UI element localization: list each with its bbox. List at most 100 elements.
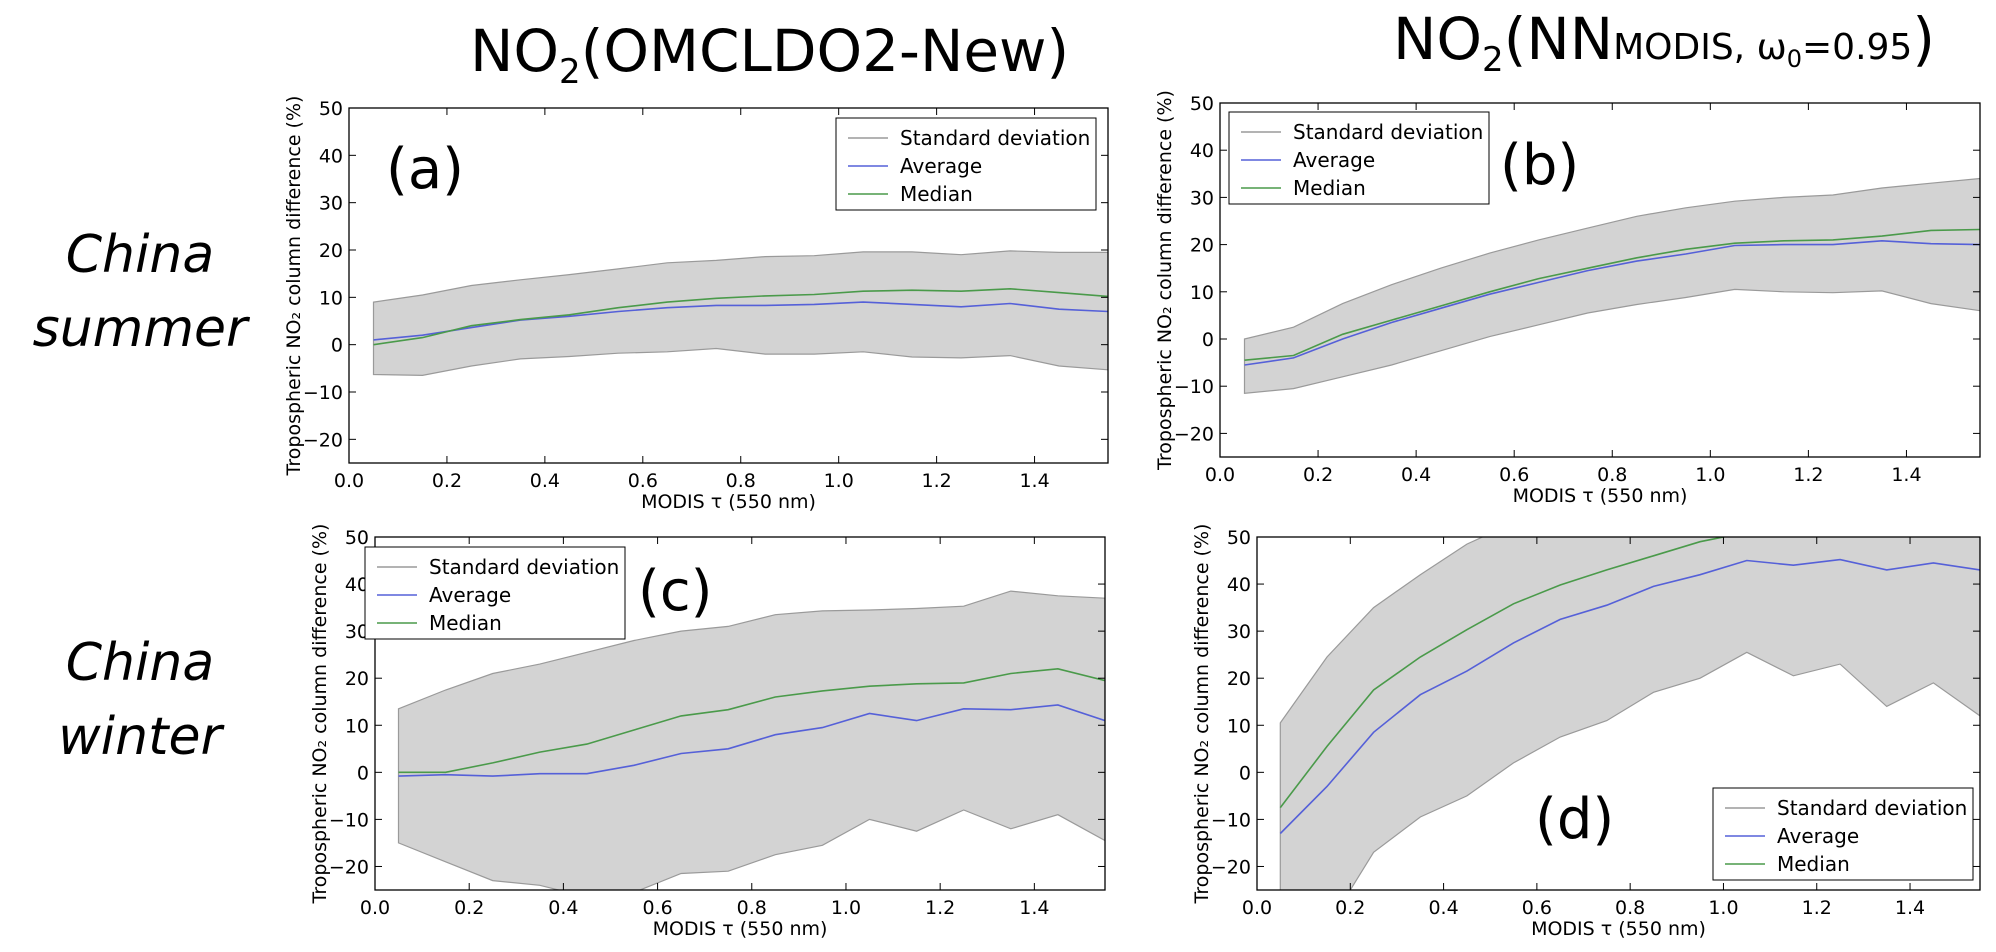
panel-label-b: (b) <box>1500 133 1579 198</box>
x-axis-label: MODIS τ (550 nm) <box>1531 918 1706 940</box>
legend-label-median: Median <box>429 611 502 635</box>
y-tick-label: 50 <box>319 98 343 120</box>
plot-area-d <box>1279 537 1980 890</box>
y-tick-label: 50 <box>1227 527 1251 549</box>
y-tick-label: 0 <box>331 335 343 357</box>
column-title-right-small-sub: 0 <box>1786 45 1802 73</box>
std-band-b <box>1243 177 1980 394</box>
column-title-right-small: MODIS, ω <box>1613 27 1787 68</box>
y-tick-label: 10 <box>1190 282 1214 304</box>
y-tick-label: 30 <box>345 621 369 643</box>
x-axis-label: MODIS τ (550 nm) <box>653 918 828 940</box>
std-band-d <box>1279 537 1980 890</box>
y-tick-label: −20 <box>303 429 343 451</box>
x-tick-label: 1.2 <box>1802 897 1832 919</box>
series-average-c <box>398 704 1105 777</box>
legend-label-median: Median <box>1293 176 1366 200</box>
x-tick-label: 1.4 <box>1019 897 1049 919</box>
y-tick-label: 20 <box>319 240 343 262</box>
legend-label-standard-deviation: Standard deviation <box>1777 796 1967 820</box>
panel-label-c: (c) <box>638 559 712 624</box>
column-title-right-small-rest: =0.95 <box>1802 27 1913 68</box>
row-label-bottom-line2: winter <box>58 707 222 767</box>
y-axis-label: Tropospheric NO₂ column difference (%) <box>1154 90 1176 471</box>
y-tick-label: −20 <box>1211 856 1251 878</box>
panel-c: 0.0 0.2 0.4 0.6 0.8 1.0 1.2 1.4 −20 −10 0 10 20 30 40 5… <box>309 524 1106 940</box>
x-tick-label: 0.8 <box>737 897 767 919</box>
axes-frame-a <box>348 107 1109 464</box>
series-average-d <box>1279 558 1980 835</box>
x-tick-label: 0.2 <box>454 897 484 919</box>
column-title-right: NO2(NNMODIS, ω0=0.95) <box>1393 10 1935 77</box>
y-tick-label: 10 <box>1227 715 1251 737</box>
x-tick-label: 1.0 <box>1708 897 1738 919</box>
x-tick-label: 1.2 <box>1793 464 1823 486</box>
x-tick-label: 0.6 <box>642 897 672 919</box>
series-average-b <box>1244 239 1980 366</box>
legend-label-median: Median <box>1777 852 1850 876</box>
series-median-d <box>1279 537 1728 809</box>
y-tick-label: 50 <box>345 527 369 549</box>
axes-frame-c <box>374 536 1106 891</box>
series-median-a <box>373 287 1108 346</box>
y-tick-label: 0 <box>1202 329 1214 351</box>
row-label-top-line1: China <box>65 225 215 285</box>
x-tick-label: 0.6 <box>628 470 658 492</box>
legend-d: Standard deviation Average Median <box>1712 787 1974 881</box>
plot-area-a <box>372 250 1108 377</box>
column-title-right-base: NO <box>1393 5 1483 73</box>
legend-label-standard-deviation: Standard deviation <box>429 555 619 579</box>
column-title-right-sub: 2 <box>1482 40 1504 80</box>
x-axis-label: MODIS τ (550 nm) <box>1513 485 1688 507</box>
plot-area-b <box>1243 177 1980 394</box>
legend-label-median: Median <box>900 182 973 206</box>
x-tick-label: 0.4 <box>548 897 578 919</box>
x-tick-label: 0.4 <box>1401 464 1431 486</box>
y-tick-label: −10 <box>1174 376 1214 398</box>
x-tick-label: 1.4 <box>1895 897 1925 919</box>
y-tick-label: 30 <box>319 193 343 215</box>
y-tick-label: 10 <box>345 715 369 737</box>
column-title-left: NO2(OMCLDO2-New) <box>470 22 1069 89</box>
y-tick-label: −20 <box>329 856 369 878</box>
x-tick-label: 0.4 <box>1428 897 1458 919</box>
y-tick-label: 50 <box>1190 93 1214 115</box>
row-label-bottom-line1: China <box>65 633 215 693</box>
panel-label-d: (d) <box>1535 787 1614 852</box>
x-tick-label: 0.8 <box>1615 897 1645 919</box>
x-tick-label: 0.8 <box>1597 464 1627 486</box>
y-tick-label: 30 <box>1227 621 1251 643</box>
y-tick-label: 0 <box>357 762 369 784</box>
series-median-b <box>1244 228 1980 361</box>
x-tick-label: 0.8 <box>726 470 756 492</box>
y-tick-label: 40 <box>319 145 343 167</box>
legend-label-average: Average <box>429 583 511 607</box>
panel-d: 0.0 0.2 0.4 0.6 0.8 1.0 1.2 1.4 −20 −10 0 10 20 30 40 5… <box>1191 524 1981 940</box>
x-tick-label: 0.0 <box>360 897 390 919</box>
panel-a: 0.0 0.2 0.4 0.6 0.8 1.0 1.2 1.4 −20 −10 0 10 20 30 40 5… <box>283 96 1109 513</box>
panel-label-a: (a) <box>386 137 464 202</box>
x-tick-label: 0.0 <box>1242 897 1272 919</box>
x-tick-label: 1.4 <box>1019 470 1049 492</box>
y-axis-label: Tropospheric NO₂ column difference (%) <box>1191 524 1213 905</box>
y-tick-label: 0 <box>1239 762 1251 784</box>
x-tick-label: 0.6 <box>1522 897 1552 919</box>
std-band-a <box>372 250 1108 377</box>
panel-b: 0.0 0.2 0.4 0.6 0.8 1.0 1.2 1.4 −20 −10 0 10 20 30 40 5… <box>1154 90 1981 507</box>
y-tick-label: 20 <box>345 668 369 690</box>
series-median-c <box>398 667 1105 774</box>
column-title-left-sub: 2 <box>559 52 581 92</box>
legend-label-standard-deviation: Standard deviation <box>900 126 1090 150</box>
column-title-right-pre: (NN <box>1503 5 1614 73</box>
column-title-left-rest: (OMCLDO2-New) <box>580 17 1070 85</box>
std-band-c <box>397 590 1105 890</box>
x-tick-label: 1.0 <box>1695 464 1725 486</box>
y-tick-label: 10 <box>319 287 343 309</box>
x-tick-label: 1.2 <box>922 470 952 492</box>
y-tick-label: −10 <box>1211 809 1251 831</box>
legend-b: Standard deviation Average Median <box>1228 111 1490 205</box>
legend-a: Standard deviation Average Median <box>835 117 1097 211</box>
x-tick-label: 0.2 <box>1335 897 1365 919</box>
x-tick-label: 0.0 <box>334 470 364 492</box>
